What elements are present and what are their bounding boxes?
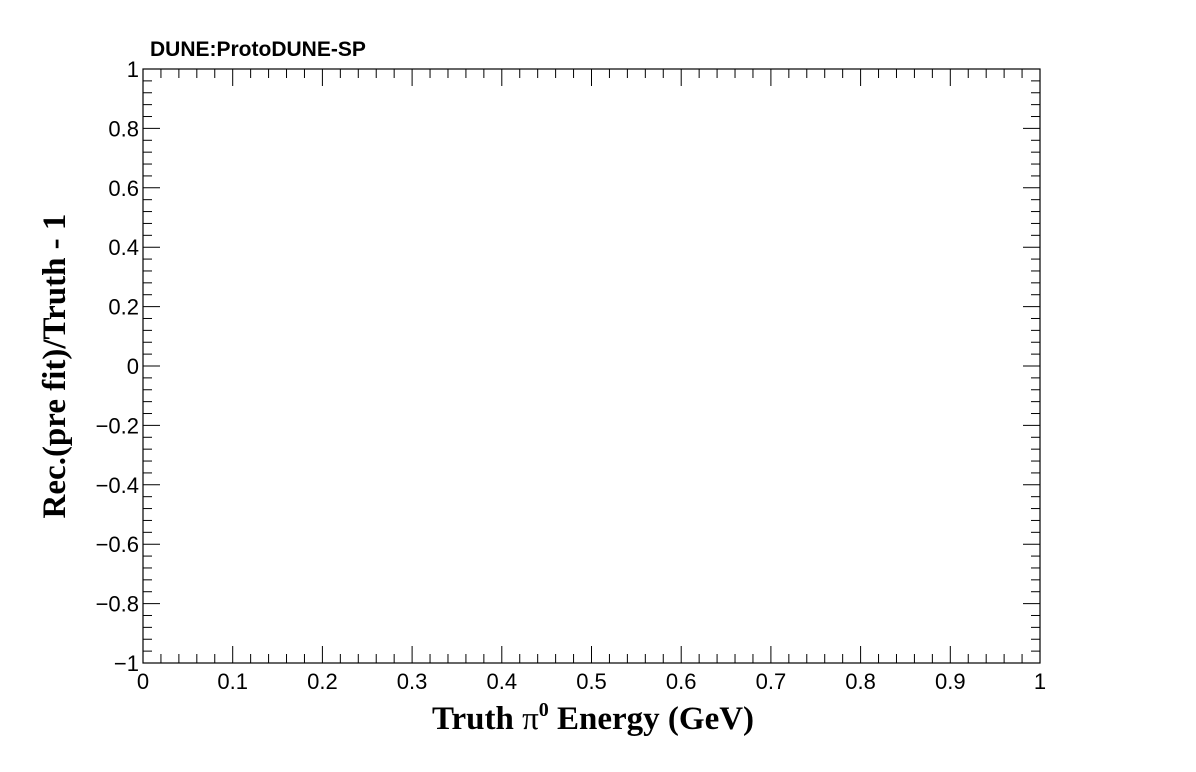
y-tick-label: 1 [127, 57, 139, 82]
y-tick-label: −0.8 [96, 592, 139, 617]
x-tick-label: 0.3 [397, 669, 428, 694]
x-axis-title: Truth π0 Energy (GeV) [432, 699, 754, 737]
x-tick-label: 0.1 [217, 669, 248, 694]
x-tick-labels: 0 0.1 0.2 0.3 0.4 0.5 0.6 0.7 0.8 0.9 1 [137, 669, 1046, 694]
x-tick-label: 0.4 [487, 669, 518, 694]
y-tick-labels: 1 0.8 0.6 0.4 0.2 0 −0.2 −0.4 −0.6 −0.8 −1 [96, 57, 139, 676]
x-tick-label: 0.5 [576, 669, 607, 694]
x-tick-label: 0 [137, 669, 149, 694]
y-tick-label: −0.2 [96, 413, 139, 438]
y-tick-label: −1 [114, 651, 139, 676]
plot-frame [142, 68, 1041, 664]
y-tick-label: −0.4 [96, 473, 139, 498]
x-tick-label: 0.2 [307, 669, 338, 694]
axis-ticks [142, 68, 1041, 664]
y-tick-label: 0 [127, 354, 139, 379]
y-tick-label: −0.6 [96, 532, 139, 557]
y-tick-label: 0.4 [108, 235, 139, 260]
x-tick-label: 0.6 [666, 669, 697, 694]
x-tick-label: 0.9 [935, 669, 966, 694]
x-tick-label: 0.7 [756, 669, 787, 694]
x-tick-label: 1 [1034, 669, 1046, 694]
x-tick-label: 0.8 [845, 669, 876, 694]
y-tick-label: 0.6 [108, 176, 139, 201]
y-axis-title: Rec.(pre fit)/Truth - 1 [37, 214, 73, 519]
y-tick-label: 0.8 [108, 116, 139, 141]
y-tick-label: 0.2 [108, 295, 139, 320]
experiment-label: DUNE:ProtoDUNE-SP [150, 38, 366, 61]
